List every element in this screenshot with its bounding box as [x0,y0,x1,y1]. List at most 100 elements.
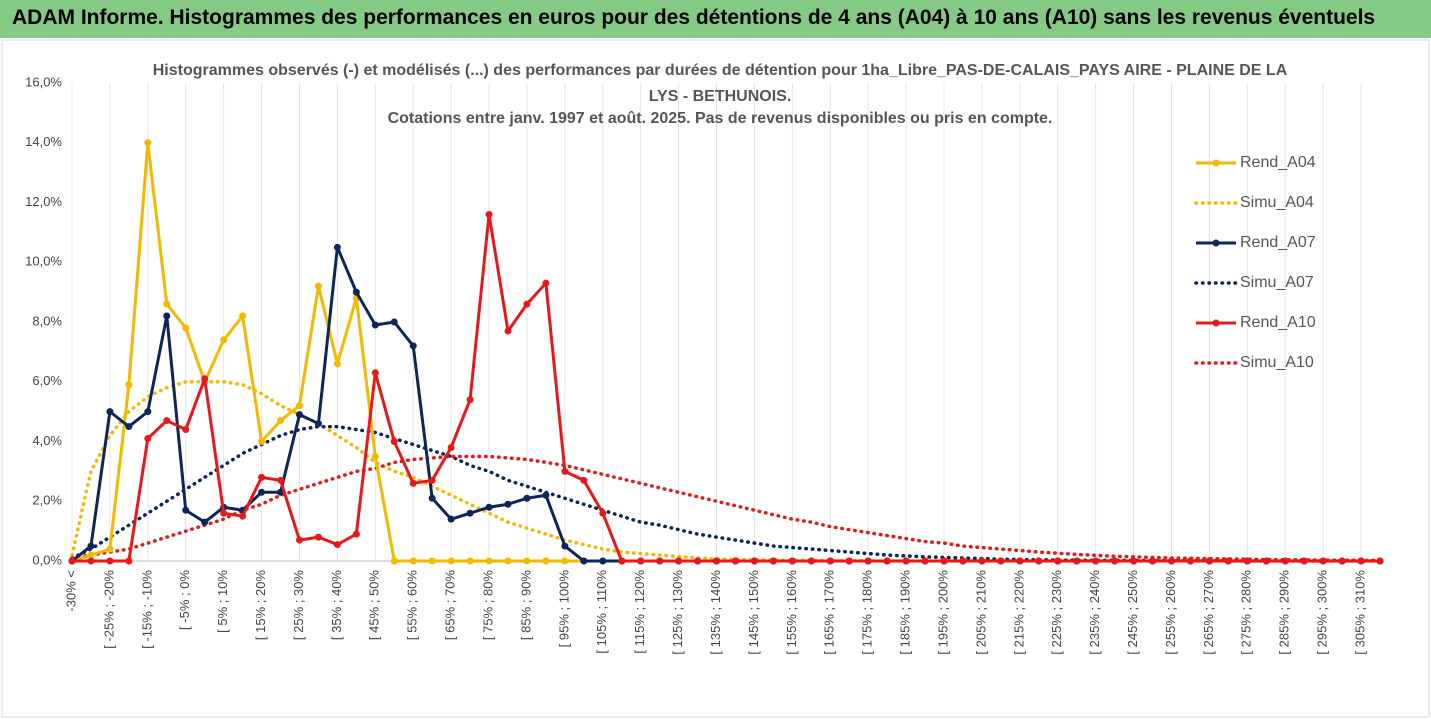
data-point [504,557,512,565]
y-tick-label: 0,0% [32,552,62,567]
data-point [409,557,417,565]
data-point [485,210,493,218]
data-point [466,557,474,565]
data-point [542,491,550,499]
data-point [1035,557,1043,565]
data-point [561,467,569,475]
x-tick-label: [ -5% ; 0% [177,570,192,630]
x-tick-label: [ 225% ; 230% [1049,570,1064,655]
data-point [106,557,114,565]
data-point [87,557,95,565]
x-tick-label: [ 5% ; 10% [215,570,230,633]
data-point [295,536,303,544]
data-point [239,312,247,320]
data-point [333,541,341,549]
x-tick-label: [ -15% ; -10% [139,570,154,649]
data-point [220,509,228,517]
x-tick-label: [ 195% ; 200% [935,570,950,655]
x-tick-label: [ 65% ; 70% [443,570,458,641]
data-point [694,557,702,565]
legend-label: Simu_A04 [1240,194,1314,211]
chart-border [1,39,1430,718]
data-point [390,438,398,445]
x-tick-label: [ 295% ; 300% [1315,570,1330,655]
series-line [70,454,1382,563]
data-point [1357,557,1365,565]
x-tick-label: [ 305% ; 310% [1352,570,1367,655]
data-point [352,288,360,296]
data-point [125,423,133,431]
data-point [333,243,341,251]
data-point [144,408,152,416]
x-tick-label: [ 235% ; 240% [1087,570,1102,655]
data-point [902,557,910,565]
data-point [1338,557,1346,565]
data-point [182,506,190,514]
data-point [390,557,398,565]
data-point [1205,557,1213,565]
data-point [940,557,948,565]
data-point [1073,557,1081,565]
data-point [87,551,95,559]
x-tick-label: [ 55% ; 60% [405,570,420,641]
y-tick-label: 8,0% [32,313,62,328]
data-point [921,557,929,565]
legend-label: Simu_A10 [1240,354,1314,371]
y-tick-label: 16,0% [25,74,62,89]
y-tick-label: 2,0% [32,493,62,508]
x-tick-label: [ 75% ; 80% [480,570,495,641]
data-point [580,476,588,484]
x-tick-label: [ 85% ; 90% [518,570,533,641]
data-point [447,515,455,523]
legend-label: Rend_A07 [1240,234,1316,251]
data-point [371,452,379,460]
data-point [258,488,266,496]
data-point [163,417,171,425]
data-point [561,542,569,550]
data-point [1262,557,1270,565]
data-point [1319,557,1327,565]
data-point [1243,557,1251,565]
data-point [314,282,322,290]
data-point [258,438,266,445]
data-point [788,557,796,565]
x-tick-label: [ 95% ; 100% [556,570,571,648]
data-point [447,443,455,451]
series-line [71,245,1380,563]
x-tick-label: [ 105% ; 110% [594,570,609,654]
data-point [580,557,588,565]
data-point [883,557,891,565]
data-point [220,336,228,344]
data-point [201,375,209,383]
data-point [845,557,853,565]
x-tick-label: [ 185% ; 190% [898,570,913,655]
data-point [807,557,815,565]
data-point [731,557,739,565]
data-point [978,557,986,565]
data-point [258,473,266,481]
data-point [333,360,341,368]
x-tick-label: -30% < [63,570,78,612]
data-point [239,512,247,520]
data-point [106,545,114,553]
data-point [485,557,493,565]
data-point [277,476,285,484]
data-point [144,139,152,147]
x-tick-label: [ 25% ; 30% [291,570,306,641]
data-point [561,557,569,565]
data-point [504,327,512,335]
data-point [1149,557,1157,565]
data-point [1300,557,1308,565]
data-point [447,557,455,565]
data-point [428,476,436,484]
data-point [1167,557,1175,565]
data-point [428,494,436,502]
data-point [466,509,474,517]
legend-label: Simu_A07 [1240,274,1314,291]
data-point [599,557,607,565]
data-point [182,324,190,332]
data-point [713,557,721,565]
legend-marker [1212,159,1220,167]
data-point [523,494,531,502]
